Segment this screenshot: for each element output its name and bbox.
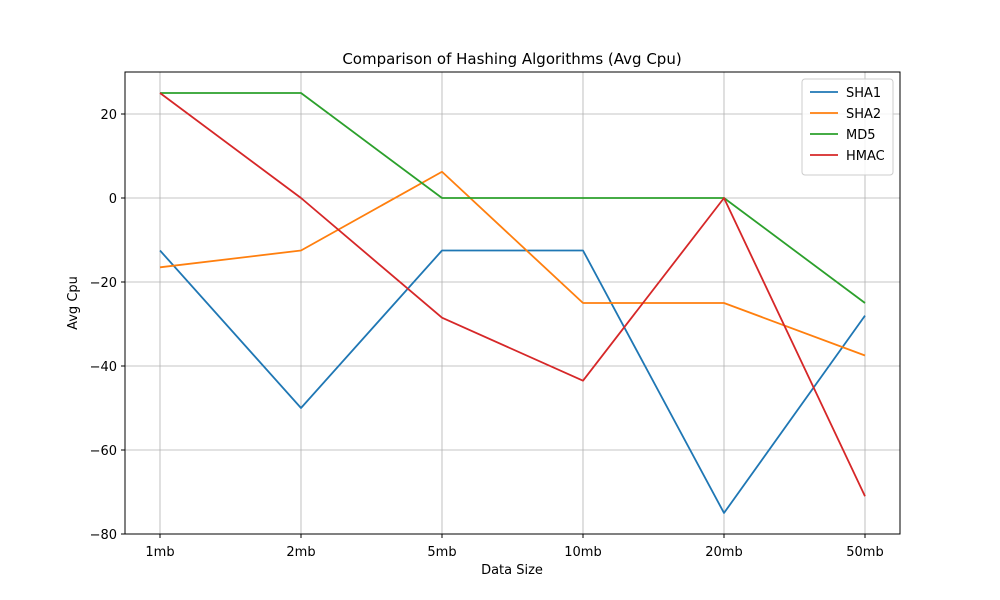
x-tick-label: 1mb — [145, 545, 174, 560]
legend-entry-label: HMAC — [846, 149, 885, 164]
legend-entry-label: SHA2 — [846, 107, 881, 122]
y-axis-label: Avg Cpu — [66, 276, 81, 330]
x-tick-label: 5mb — [427, 545, 456, 560]
x-axis-label: Data Size — [481, 563, 543, 578]
x-tick-label: 20mb — [705, 545, 742, 560]
series-line-sha1 — [159, 249, 866, 514]
series-line-sha2 — [159, 170, 866, 357]
chart-title: Comparison of Hashing Algorithms (Avg Cp… — [342, 50, 681, 68]
plot-frame — [124, 71, 901, 535]
x-axis-ticks: 1mb 2mb 5mb 10mb 20mb 50mb — [145, 534, 884, 560]
legend-box — [801, 78, 894, 176]
x-tick-label: 50mb — [846, 545, 883, 560]
series-lines — [159, 92, 866, 514]
y-tick-label: −40 — [90, 360, 117, 375]
x-tick-label: 2mb — [286, 545, 315, 560]
y-tick-label: 0 — [109, 192, 117, 207]
legend-entry-label: MD5 — [846, 128, 876, 143]
x-tick-label: 10mb — [564, 545, 601, 560]
series-line-hmac — [159, 92, 866, 497]
series-line-md5 — [160, 92, 866, 304]
legend-entry-label: SHA1 — [846, 86, 881, 101]
y-tick-label: −80 — [90, 528, 117, 543]
legend: SHA1 SHA2 MD5 HMAC — [801, 78, 894, 176]
y-tick-label: 20 — [100, 108, 117, 123]
y-tick-label: −60 — [90, 444, 117, 459]
y-axis-ticks: −80 −60 −40 −20 0 20 — [90, 108, 125, 543]
y-tick-label: −20 — [90, 276, 117, 291]
